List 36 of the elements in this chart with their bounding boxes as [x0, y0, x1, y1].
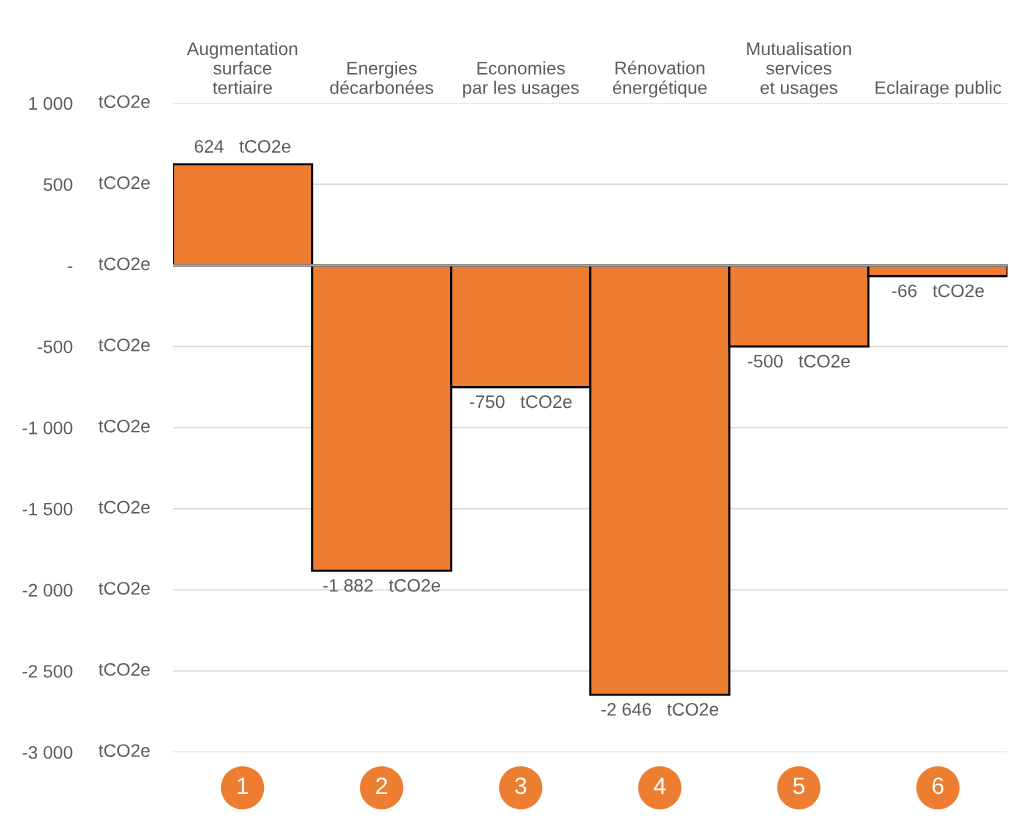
y-tick-label: -500 — [37, 340, 73, 354]
y-tick-label: -3 000 — [22, 746, 73, 759]
data-label: -500 tCO2e — [748, 354, 850, 368]
y-tick-label: 500 — [43, 178, 73, 192]
x-tick-label: Eclairage public — [875, 80, 1002, 98]
y-tick-label: 1 000 — [29, 97, 73, 110]
x-tick-label: Augmentation surface tertiaire — [186, 41, 298, 95]
data-label: -2 646 tCO2e — [601, 702, 719, 716]
text: tCO2e — [98, 500, 150, 514]
y-tick-label: -1 000 — [22, 421, 73, 435]
x-tick-label: Economies par les usages — [463, 61, 579, 98]
text: tCO2e — [98, 95, 150, 109]
y-tick-label: -2 000 — [22, 583, 73, 597]
data-label: 624 tCO2e — [194, 140, 291, 153]
y-tick-label: -2 500 — [22, 664, 73, 678]
text: 2 — [376, 777, 388, 794]
x-tick-label: Energies décarbonées — [330, 61, 434, 95]
data-label: -66 tCO2e — [892, 284, 984, 298]
text: tCO2e — [98, 257, 150, 271]
data-label: -1 882 tCO2e — [323, 579, 441, 592]
text: 4 — [653, 777, 666, 794]
text: tCO2e — [98, 581, 150, 595]
text: tCO2e — [98, 419, 150, 433]
text: 3 — [515, 777, 527, 795]
text: tCO2e — [98, 663, 150, 676]
text: tCO2e — [98, 744, 150, 757]
data-label: -750 tCO2e — [469, 395, 572, 409]
text: 1 — [237, 777, 248, 794]
text: tCO2e — [98, 338, 150, 352]
x-tick-label: Mutualisation services et usages — [747, 41, 851, 98]
text: 6 — [932, 777, 944, 795]
y-tick-label: - — [67, 266, 73, 268]
y-tick-label: -1 500 — [22, 502, 73, 516]
text: tCO2e — [98, 176, 150, 190]
x-tick-label: Rénovation énergétique — [612, 60, 707, 98]
text: 5 — [793, 777, 805, 795]
